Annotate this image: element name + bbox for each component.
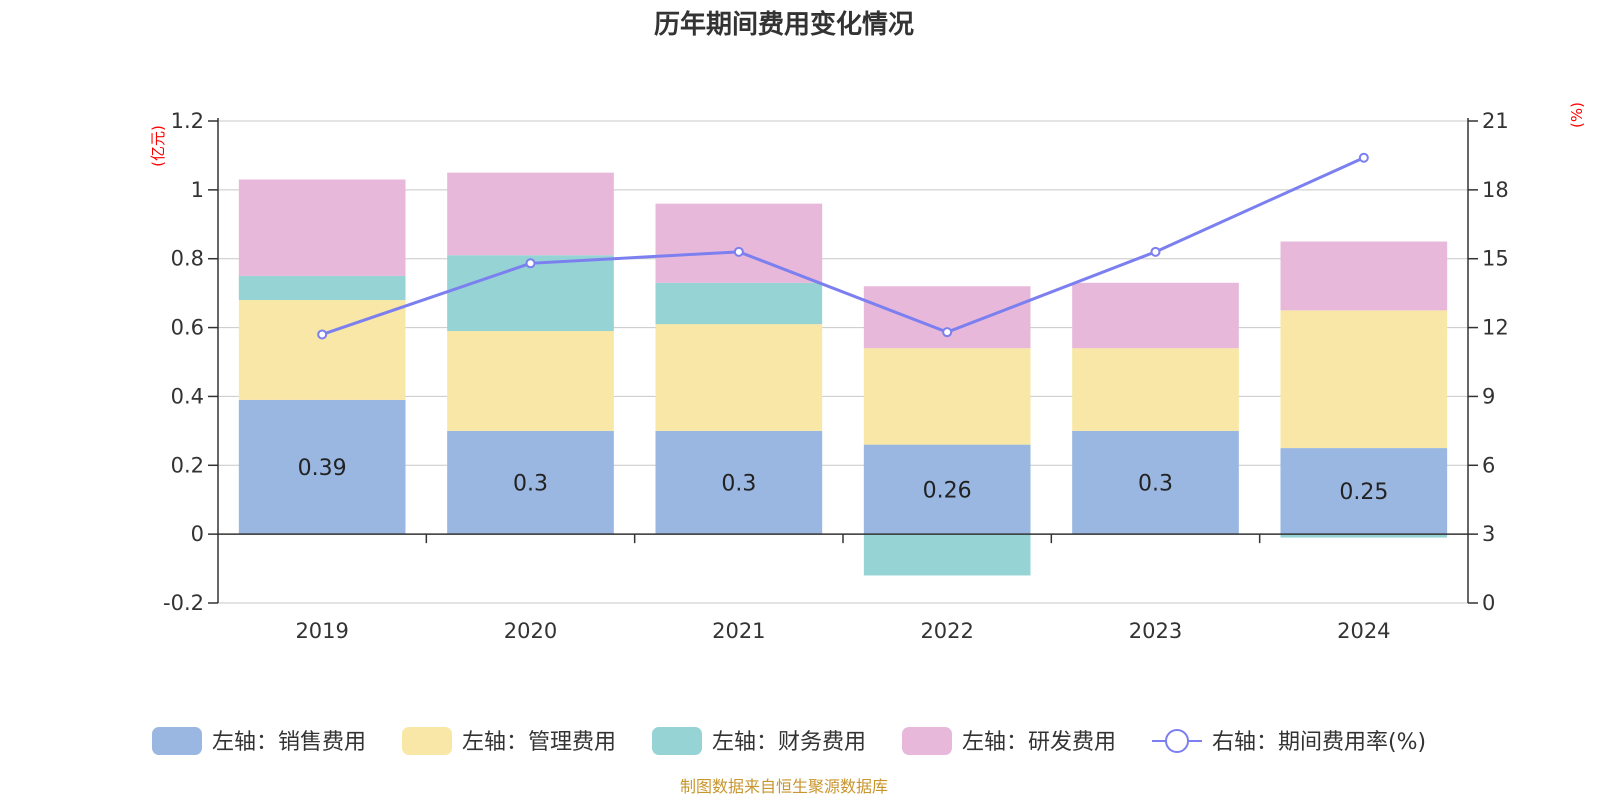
bar-2024-series-2 bbox=[1280, 534, 1448, 538]
bar-value-label: 0.39 bbox=[298, 456, 347, 481]
legend-line-marker bbox=[1165, 729, 1189, 753]
bar-group: 0.39 0.3 0.3 0.26 0.3 0.25 bbox=[238, 172, 1448, 576]
bar-2024-series-1 bbox=[1280, 310, 1448, 449]
bar-2020-series-1 bbox=[447, 331, 614, 431]
bar-2021-series-2 bbox=[655, 282, 823, 325]
legend-label-0: 左轴：销售费用 bbox=[212, 730, 366, 755]
rate-line bbox=[321, 156, 1365, 336]
rate-point-2020 bbox=[525, 258, 536, 269]
bar-2022-series-1 bbox=[863, 348, 1031, 445]
left-tick-label: 0.8 bbox=[171, 247, 204, 271]
bar-value-label: 0.3 bbox=[721, 472, 756, 497]
bar-value-label: 0.3 bbox=[513, 472, 548, 497]
left-tick-label: 1 bbox=[191, 178, 204, 202]
rate-point-2024 bbox=[1358, 152, 1369, 163]
right-tick-label: 21 bbox=[1482, 109, 1509, 133]
legend-label-2: 左轴：财务费用 bbox=[712, 730, 866, 755]
right-axis-unit: (%) bbox=[1568, 102, 1586, 128]
bar-value-label: 0.26 bbox=[923, 478, 972, 503]
left-tick-label: 1.2 bbox=[171, 109, 204, 133]
right-tick-label: 12 bbox=[1482, 316, 1509, 340]
x-tick-label-2021: 2021 bbox=[712, 619, 765, 643]
bar-2024-series-0 bbox=[1280, 448, 1448, 535]
rate-point-2019 bbox=[317, 329, 328, 340]
left-tick-label: 0.2 bbox=[171, 453, 204, 477]
bar-2019-series-0 bbox=[238, 399, 406, 535]
right-tick-label: 18 bbox=[1482, 178, 1509, 202]
right-tick-label: 15 bbox=[1482, 247, 1509, 271]
bar-2020-series-3 bbox=[447, 172, 614, 256]
bar-2022-series-0 bbox=[863, 444, 1031, 535]
right-tick-label: 0 bbox=[1482, 591, 1495, 615]
legend-swatch-3 bbox=[902, 727, 952, 755]
rate-point-2022 bbox=[942, 327, 953, 338]
chart-title: 历年期间费用变化情况 bbox=[654, 9, 914, 40]
right-tick-label: 6 bbox=[1482, 453, 1495, 477]
bar-2022-series-2 bbox=[863, 534, 1031, 576]
bar-2021-series-1 bbox=[655, 324, 823, 431]
legend-label-rate: 右轴：期间费用率(%) bbox=[1212, 730, 1426, 755]
legend: 左轴：销售费用 左轴：管理费用 左轴：财务费用 左轴：研发费用 右轴：期间费用率(%) bbox=[152, 727, 1426, 755]
bar-2023-series-1 bbox=[1072, 348, 1239, 431]
bar-2023-series-3 bbox=[1072, 282, 1239, 349]
bar-2024-series-3 bbox=[1280, 241, 1448, 311]
right-tick-label: 3 bbox=[1482, 522, 1495, 546]
x-tick-label-2022: 2022 bbox=[920, 619, 973, 643]
legend-label-1: 左轴：管理费用 bbox=[462, 730, 616, 755]
left-axis-unit: (亿元) bbox=[149, 125, 167, 167]
bar-2019-series-2 bbox=[238, 275, 406, 301]
x-tick-label-2023: 2023 bbox=[1129, 619, 1182, 643]
bar-2021-series-3 bbox=[655, 203, 823, 283]
left-tick-label: 0 bbox=[191, 522, 204, 546]
x-tick-label-2024: 2024 bbox=[1337, 619, 1390, 643]
bar-2019-series-3 bbox=[238, 179, 406, 276]
axes: -0.2 0 0.2 0.4 0.6 0.8 1 1.2 0 3 6 9 12 15 18 21 2019 202… bbox=[163, 109, 1509, 643]
bar-2021-series-0 bbox=[655, 430, 823, 535]
rate-point-2021 bbox=[733, 246, 744, 257]
bar-2023-series-0 bbox=[1072, 430, 1239, 535]
bar-2022-series-3 bbox=[863, 286, 1031, 349]
bar-value-label: 0.25 bbox=[1339, 480, 1388, 505]
legend-swatch-2 bbox=[652, 727, 702, 755]
left-tick-label: -0.2 bbox=[163, 591, 204, 615]
rate-line-group bbox=[317, 152, 1369, 340]
bar-2020-series-0 bbox=[447, 430, 614, 535]
x-tick-label-2019: 2019 bbox=[295, 619, 348, 643]
legend-label-3: 左轴：研发费用 bbox=[962, 730, 1116, 755]
rate-point-2023 bbox=[1150, 246, 1161, 257]
left-tick-label: 0.4 bbox=[171, 384, 204, 408]
left-tick-label: 0.6 bbox=[171, 316, 204, 340]
x-tick-label-2020: 2020 bbox=[504, 619, 557, 643]
bar-value-label: 0.3 bbox=[1138, 472, 1173, 497]
legend-swatch-0 bbox=[152, 727, 202, 755]
legend-swatch-1 bbox=[402, 727, 452, 755]
right-tick-label: 9 bbox=[1482, 384, 1495, 408]
data-source-note: 制图数据来自恒生聚源数据库 bbox=[680, 777, 888, 796]
